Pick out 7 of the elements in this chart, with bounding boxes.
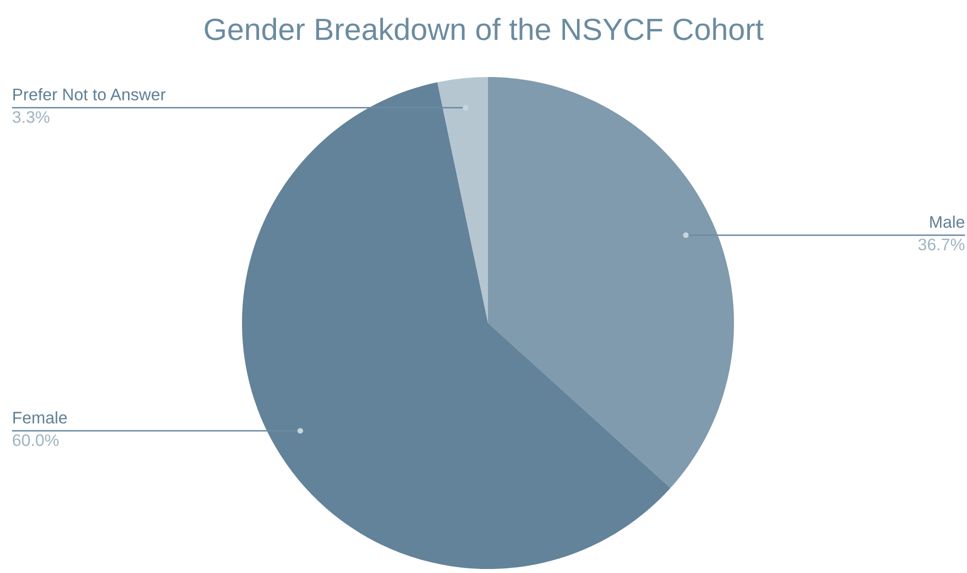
data-label: 36.7% <box>918 238 964 250</box>
slice-label: Female <box>13 411 67 424</box>
slice-label: Prefer Not to Answer <box>13 88 166 100</box>
chart-title: Gender Breakdown of the NSYCF Cohort <box>204 18 764 40</box>
data-label: 3.3% <box>12 111 50 123</box>
slice-label: Male <box>930 216 964 228</box>
data-label: 60.0% <box>12 434 59 446</box>
